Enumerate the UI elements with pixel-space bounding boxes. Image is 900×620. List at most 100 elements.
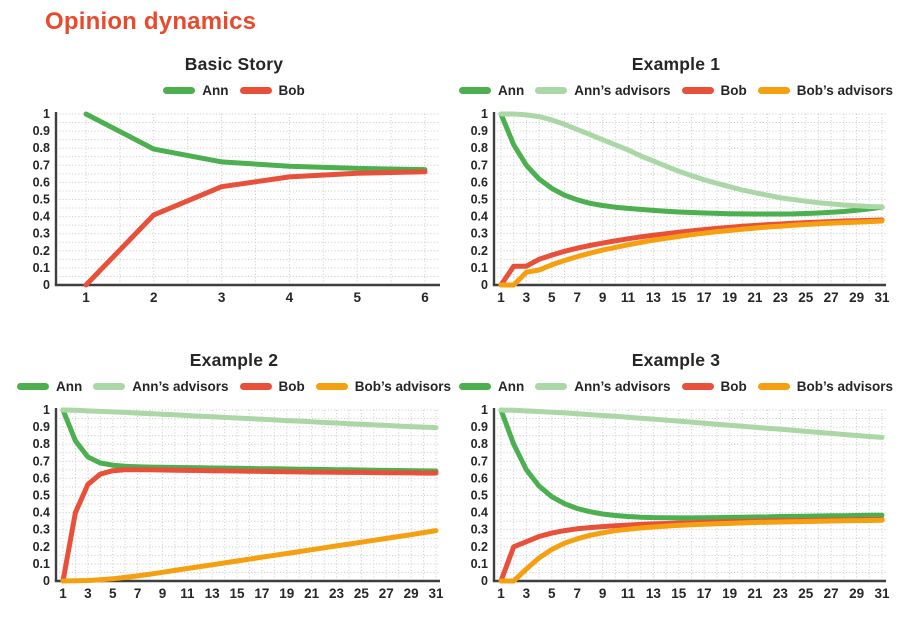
legend-swatch-bob-s-advisors [757,86,790,94]
y-tick-label: 0 [43,574,50,588]
legend-label-ann: Ann [202,82,229,98]
x-axis-labels: 1 3 5 7 9 11 13 15 17 19 21 23 25 27 29 31 [497,586,890,601]
legend-swatch-ann [163,86,196,94]
legend-swatch-bob-s-advisors [757,382,790,390]
x-tick-label: 27 [824,586,839,601]
x-tick-label: 27 [379,586,394,601]
gridlines [494,409,886,581]
legend-swatch-bob-s-advisors [315,382,348,390]
legend-item-bob-s-advisors: Bob’s advisors [757,82,894,98]
y-tick-label: 0.5 [471,193,488,207]
x-tick-label: 5 [109,586,117,601]
axes [54,112,440,287]
legend-item-ann: Ann [163,82,229,98]
series-line-bob-s-advisors [498,517,885,584]
y-tick-label: 0.3 [33,523,50,537]
y-tick-label: 0.5 [471,489,488,503]
x-tick-label: 31 [428,586,444,601]
legend-label-bob: Bob [720,378,747,394]
legend-swatch-bob [681,86,714,94]
legend-item-bob: Bob [681,82,747,98]
x-tick-label: 29 [849,290,864,305]
y-tick-label: 0.9 [471,420,488,434]
legend-item-ann: Ann [458,82,525,98]
y-tick-label: 0.7 [33,454,50,468]
y-tick-label: 0 [481,278,488,292]
x-tick-label: 21 [304,586,320,601]
y-tick-label: 0.3 [33,227,50,241]
legend-basic-story: Ann Bob [20,78,448,102]
legend-item-ann-s-advisors: Ann’s advisors [93,378,229,394]
x-tick-label: 15 [230,586,246,601]
y-tick-label: 0 [481,574,488,588]
x-tick-label: 31 [874,290,890,305]
x-tick-label: 21 [747,586,763,601]
x-tick-label: 17 [697,290,712,305]
x-tick-label: 9 [159,586,167,601]
y-axis-labels: 0 0.1 0.2 0.3 0.4 0.5 0.6 0.7 0.8 0.9 1 [471,107,488,292]
legend-label-bob: Bob [720,82,747,98]
y-tick-label: 0.9 [33,124,50,138]
legend-label-bob-s-advisors: Bob’s advisors [796,82,894,98]
y-tick-label: 0.9 [33,420,50,434]
y-axis-labels: 0 0.1 0.2 0.3 0.4 0.5 0.6 0.7 0.8 0.9 1 [471,403,488,588]
x-tick-label: 1 [497,586,505,601]
y-tick-label: 1 [43,107,50,121]
x-tick-label: 19 [722,290,737,305]
legend-label-bob: Bob [278,378,305,394]
legend-label-bob: Bob [278,82,305,98]
legend-item-ann-s-advisors: Ann’s advisors [535,379,671,394]
x-axis-labels: 1 3 5 7 9 11 13 15 17 19 21 23 25 27 29 31 [59,586,444,601]
x-tick-label: 17 [254,586,269,601]
x-tick-label: 4 [286,290,294,305]
y-tick-label: 0.8 [33,141,50,155]
x-tick-label: 3 [523,586,531,601]
y-tick-label: 0.6 [471,471,488,485]
legend-label-bob-s-advisors: Bob’s advisors [354,378,452,394]
x-tick-label: 19 [279,586,294,601]
x-tick-label: 11 [621,586,636,601]
legend-swatch-ann-s-advisors [535,86,568,94]
y-tick-label: 0.1 [33,557,50,571]
x-tick-label: 21 [747,290,763,305]
x-tick-label: 13 [646,290,662,305]
x-tick-label: 25 [354,586,370,601]
legend-label-ann: Ann [55,378,83,394]
series-line-ann-s-advisors [60,407,439,431]
legend-example-2: Ann Ann’s advisors Bob Bob’s advisors [16,374,452,398]
y-tick-label: 1 [481,107,488,121]
x-tick-label: 15 [671,290,687,305]
chart-example-3: Example 3 Ann Ann’s advisors Bob Bob’s advi… [458,348,894,604]
x-tick-label: 2 [150,290,158,305]
x-tick-label: 3 [84,586,92,601]
x-tick-label: 5 [548,586,556,601]
y-tick-label: 0.8 [33,437,50,451]
x-tick-label: 23 [773,586,789,601]
y-axis-labels: 0 0.1 0.2 0.3 0.4 0.5 0.6 0.7 0.8 0.9 1 [33,403,50,588]
x-tick-label: 25 [798,290,814,305]
plot-example-1: 00.10.20.30.40.50.60.70.80.911 3 5 7 9 11 13 15… [471,107,890,305]
legend-item-ann: Ann [458,379,524,394]
axes [492,408,886,583]
legend-label-ann-s-advisors: Ann’s advisors [574,82,671,98]
legend-label-ann: Ann [497,82,525,98]
chart-example-1: Example 1 Ann Ann’s advisors Bob Bob’s advi… [458,52,894,308]
legend-swatch-ann-s-advisors [535,382,568,390]
y-tick-label: 0.1 [471,261,488,275]
y-tick-label: 0.3 [471,227,488,241]
legend-swatch-ann [16,382,49,390]
legend-item-bob: Bob [239,82,305,98]
y-tick-label: 0.8 [471,437,488,451]
y-axis-labels: 0 0.1 0.2 0.3 0.4 0.5 0.6 0.7 0.8 0.9 1 [33,107,50,292]
y-tick-label: 0.1 [33,261,50,275]
x-axis-labels: 1 2 3 4 5 6 [82,290,429,305]
legend-item-bob-s-advisors: Bob’s advisors [315,378,452,394]
y-tick-label: 0.5 [33,193,50,207]
chart-title-basic-story: Basic Story [184,54,284,74]
y-tick-label: 0.1 [471,557,488,571]
x-axis-labels: 1 3 5 7 9 11 13 15 17 19 21 23 25 27 29 31 [497,290,890,305]
x-tick-label: 27 [824,290,839,305]
axes [492,112,886,287]
plot-basic-story: 0 0.1 0.2 0.3 0.4 0.5 0.6 0.7 0.8 0.9 1 1 2 3 4 5 6 [33,107,440,305]
legend-label-ann-s-advisors: Ann’s advisors [132,378,229,394]
